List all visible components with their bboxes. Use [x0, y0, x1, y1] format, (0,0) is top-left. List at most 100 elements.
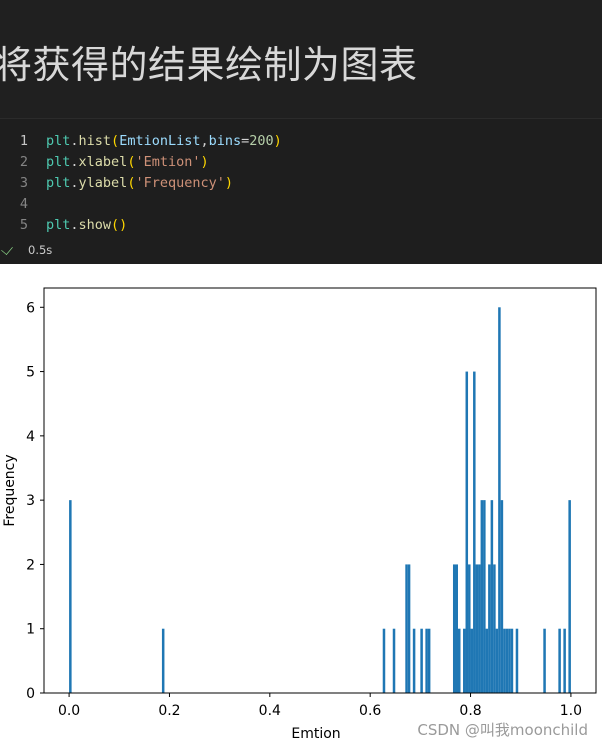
histogram-bar — [458, 628, 461, 693]
code-token: 200 — [249, 133, 274, 149]
histogram-bar — [493, 564, 496, 693]
code-token: ylabel — [78, 175, 128, 191]
histogram-bar — [427, 628, 431, 693]
histogram-bar — [463, 628, 466, 693]
x-tick-label: 0.6 — [359, 703, 381, 719]
code-token: ) — [273, 133, 282, 149]
code-token: show — [78, 217, 112, 233]
code-text[interactable]: plt.xlabel('Emtion') — [46, 152, 209, 173]
code-token: 'Frequency' — [135, 175, 225, 191]
histogram-bar — [543, 628, 546, 693]
y-axis-label: Frequency — [2, 454, 18, 526]
code-token: ( — [127, 175, 136, 191]
histogram-bar — [503, 628, 506, 693]
histogram-bar — [505, 628, 509, 693]
histogram-bar — [382, 628, 386, 693]
histogram-bar — [407, 564, 411, 693]
x-tick-label: 1.0 — [560, 703, 582, 719]
y-tick-label: 1 — [26, 622, 35, 638]
code-token: . — [70, 154, 79, 170]
histogram-bar — [558, 628, 561, 693]
histogram-bar — [508, 628, 511, 693]
execution-status: 0.5s — [0, 241, 602, 261]
code-token: . — [70, 133, 79, 149]
code-token: , — [200, 133, 209, 149]
code-line[interactable]: 5 plt.show() — [0, 215, 602, 236]
histogram-bar — [478, 564, 481, 693]
histogram-bar — [485, 628, 489, 693]
code-token: plt — [46, 154, 71, 170]
histogram-bar — [412, 628, 416, 693]
y-tick-label: 2 — [26, 557, 35, 573]
histogram-bar — [568, 500, 571, 693]
code-text[interactable]: plt.show() — [46, 215, 127, 236]
code-line[interactable]: 1 plt.hist(EmtionList,bins=200) — [0, 131, 602, 152]
y-tick-label: 0 — [26, 686, 35, 702]
code-line[interactable]: 2 plt.xlabel('Emtion') — [0, 152, 602, 173]
axes-frame — [43, 287, 597, 694]
code-token: hist — [78, 133, 112, 149]
x-tick-label: 0.8 — [459, 703, 481, 719]
histogram-bar — [483, 500, 486, 693]
histogram-bar — [488, 564, 491, 693]
histogram-bar — [161, 628, 165, 693]
histogram-bar — [498, 307, 501, 693]
code-text[interactable]: plt.ylabel('Frequency') — [46, 173, 233, 194]
histogram-bar — [470, 628, 474, 693]
watermark: CSDN @叫我moonchild — [417, 721, 588, 739]
histogram-bar — [405, 564, 408, 693]
histogram-bar — [563, 628, 566, 693]
histogram-bar — [69, 500, 72, 693]
check-icon — [1, 242, 13, 256]
code-token: plt — [46, 217, 71, 233]
code-token: . — [70, 175, 79, 191]
y-tick-label: 5 — [26, 365, 35, 381]
code-token: ) — [200, 154, 209, 170]
section-heading: 将获得的结果绘制为图表 — [0, 43, 418, 87]
histogram-bar — [392, 628, 396, 693]
markdown-heading-cell: 将获得的结果绘制为图表 — [0, 0, 602, 118]
code-token: ( — [111, 133, 120, 149]
code-text[interactable]: plt.hist(EmtionList,bins=200) — [46, 131, 282, 152]
code-line[interactable]: 3 plt.ylabel('Frequency') — [0, 173, 602, 194]
histogram-bar — [480, 500, 484, 693]
y-tick-label: 4 — [26, 429, 35, 445]
x-axis-label: Emtion — [291, 726, 340, 742]
code-cell[interactable]: 1 plt.hist(EmtionList,bins=200) 2 plt.xlabe… — [0, 118, 602, 264]
histogram-bar — [452, 564, 456, 693]
line-number: 2 — [19, 154, 28, 170]
line-number: 5 — [19, 217, 28, 233]
x-tick-label: 0.4 — [259, 703, 281, 719]
y-tick-label: 3 — [26, 493, 35, 509]
histogram-chart: 0.0 0.2 0.4 0.6 0.8 1.0 0 1 2 3 4 5 6 Emtion Frequency — [2, 287, 597, 742]
histogram-bar — [473, 371, 476, 693]
code-token: EmtionList — [119, 133, 201, 149]
code-token: . — [70, 217, 79, 233]
cell-output: 0.0 0.2 0.4 0.6 0.8 1.0 0 1 2 3 4 5 6 Emtion Frequency… — [0, 272, 602, 748]
histogram-bar — [465, 371, 469, 693]
code-line[interactable]: 4 — [0, 194, 602, 215]
code-token: = — [241, 133, 250, 149]
code-token: 'Emtion' — [135, 154, 201, 170]
line-number: 1 — [19, 133, 28, 149]
code-token: plt — [46, 133, 71, 149]
histogram-bar — [495, 628, 499, 693]
code-token: ) — [224, 175, 233, 191]
histogram-bar — [510, 628, 514, 693]
histogram-bar — [515, 628, 519, 693]
histogram-bar — [455, 564, 458, 693]
code-token: bins — [208, 133, 242, 149]
histogram-bar — [500, 500, 504, 693]
histogram-bar — [490, 500, 494, 693]
histogram-bar — [468, 564, 471, 693]
code-token: xlabel — [78, 154, 128, 170]
x-tick-label: 0.2 — [158, 703, 180, 719]
histogram-bar — [475, 564, 479, 693]
execution-time: 0.5s — [28, 243, 53, 257]
histogram-bar — [420, 628, 423, 693]
code-token: () — [111, 217, 128, 233]
line-number: 3 — [19, 175, 28, 191]
code-token: plt — [46, 175, 71, 191]
y-tick-label: 6 — [26, 300, 35, 316]
line-number: 4 — [19, 196, 28, 212]
